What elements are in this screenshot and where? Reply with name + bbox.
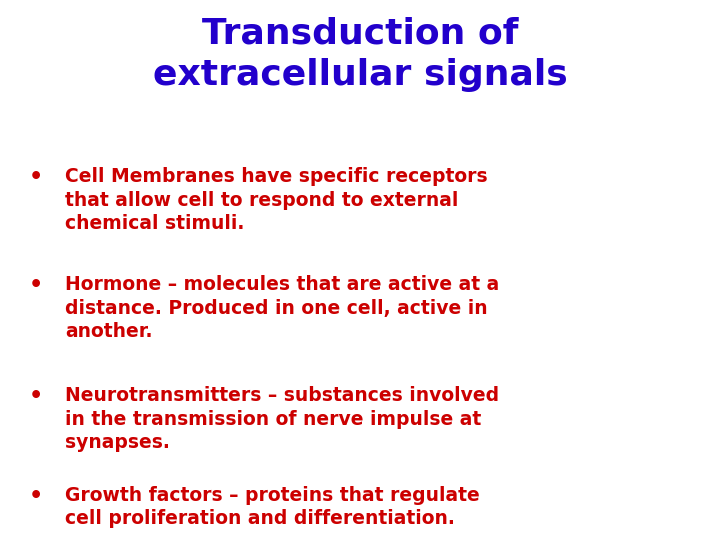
Text: Hormone – molecules that are active at a
distance. Produced in one cell, active : Hormone – molecules that are active at a…	[65, 275, 499, 341]
Text: Neurotransmitters – substances involved
in the transmission of nerve impulse at
: Neurotransmitters – substances involved …	[65, 386, 499, 452]
Text: Growth factors – proteins that regulate
cell proliferation and differentiation.: Growth factors – proteins that regulate …	[65, 486, 480, 529]
Text: Cell Membranes have specific receptors
that allow cell to respond to external
ch: Cell Membranes have specific receptors t…	[65, 167, 487, 233]
Text: •: •	[29, 486, 43, 506]
Text: Transduction of
extracellular signals: Transduction of extracellular signals	[153, 16, 567, 92]
Text: •: •	[29, 275, 43, 295]
Text: •: •	[29, 167, 43, 187]
Text: •: •	[29, 386, 43, 406]
